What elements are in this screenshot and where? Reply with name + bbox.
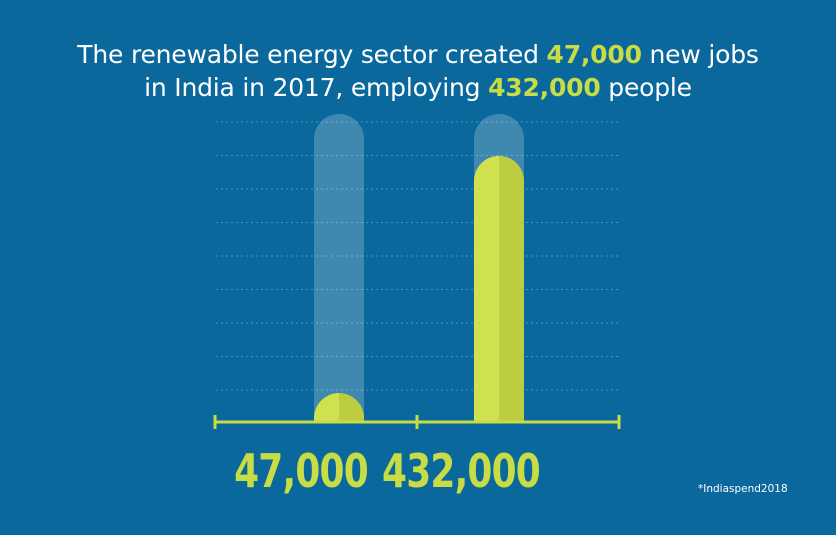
- bar-value-label-jobs: 47,000: [234, 444, 369, 498]
- bar-shade: [499, 155, 524, 422]
- bar-value-label-employment: 432,000: [382, 444, 541, 498]
- source-note: *Indiaspend2018: [698, 483, 788, 495]
- chart-title: The renewable energy sector created 47,0…: [0, 38, 836, 104]
- title-line-1: The renewable energy sector created 47,0…: [77, 40, 759, 69]
- title-line-2: in India in 2017, employing 432,000 peop…: [144, 73, 692, 102]
- bar-shade: [339, 393, 364, 422]
- highlight-jobs-created: 47,000: [546, 40, 642, 69]
- bar: [314, 393, 339, 422]
- highlight-people-employed: 432,000: [488, 73, 601, 102]
- bar-track: [314, 114, 364, 422]
- bar: [473, 155, 499, 422]
